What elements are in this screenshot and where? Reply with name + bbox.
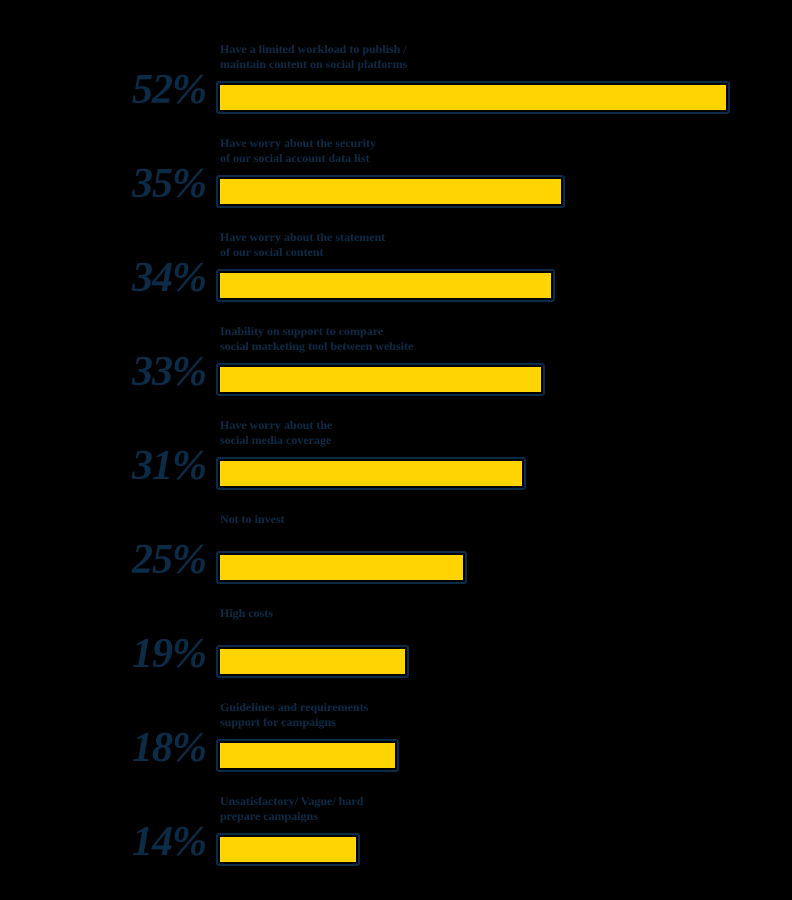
bar-fill xyxy=(220,85,726,110)
chart-row: 19% High costs xyxy=(0,600,792,694)
pct-label: 33% xyxy=(132,348,206,396)
pct-label: 18% xyxy=(132,724,206,772)
bar-description: Guidelines and requirements support for … xyxy=(220,700,368,730)
bar-fill xyxy=(220,461,522,486)
pct-label: 14% xyxy=(132,818,206,866)
chart-row: 14% Unsatisfactory/ Vague/ hard prepare c… xyxy=(0,788,792,882)
chart-row: 35% Have worry about the security of our … xyxy=(0,130,792,224)
bar-fill xyxy=(220,555,463,580)
chart-row: 25% Not to invest xyxy=(0,506,792,600)
pct-label: 35% xyxy=(132,160,206,208)
bar-description: Have worry about the security of our soc… xyxy=(220,136,376,166)
chart-row: 33% Inability on support to compare socia… xyxy=(0,318,792,412)
bar-description: Have worry about the social media covera… xyxy=(220,418,332,448)
bar-fill xyxy=(220,649,405,674)
chart-area: 52% Have a limited workload to publish / … xyxy=(0,36,792,882)
bar-description: Unsatisfactory/ Vague/ hard prepare camp… xyxy=(220,794,363,824)
pct-label: 19% xyxy=(132,630,206,678)
bar-description: Have a limited workload to publish / mai… xyxy=(220,42,407,72)
bar-description: Not to invest xyxy=(220,512,285,527)
chart-row: 18% Guidelines and requirements support f… xyxy=(0,694,792,788)
pct-label: 52% xyxy=(132,66,206,114)
pct-label: 34% xyxy=(132,254,206,302)
chart-row: 52% Have a limited workload to publish / … xyxy=(0,36,792,130)
bar-fill xyxy=(220,837,356,862)
bar-fill xyxy=(220,179,561,204)
pct-label: 31% xyxy=(132,442,206,490)
bar-fill xyxy=(220,743,395,768)
chart-row: 31% Have worry about the social media cov… xyxy=(0,412,792,506)
bar-fill xyxy=(220,367,541,392)
bar-description: Inability on support to compare social m… xyxy=(220,324,413,354)
bar-description: High costs xyxy=(220,606,273,621)
bar-fill xyxy=(220,273,551,298)
pct-label: 25% xyxy=(132,536,206,584)
chart-row: 34% Have worry about the statement of our… xyxy=(0,224,792,318)
bar-description: Have worry about the statement of our so… xyxy=(220,230,385,260)
